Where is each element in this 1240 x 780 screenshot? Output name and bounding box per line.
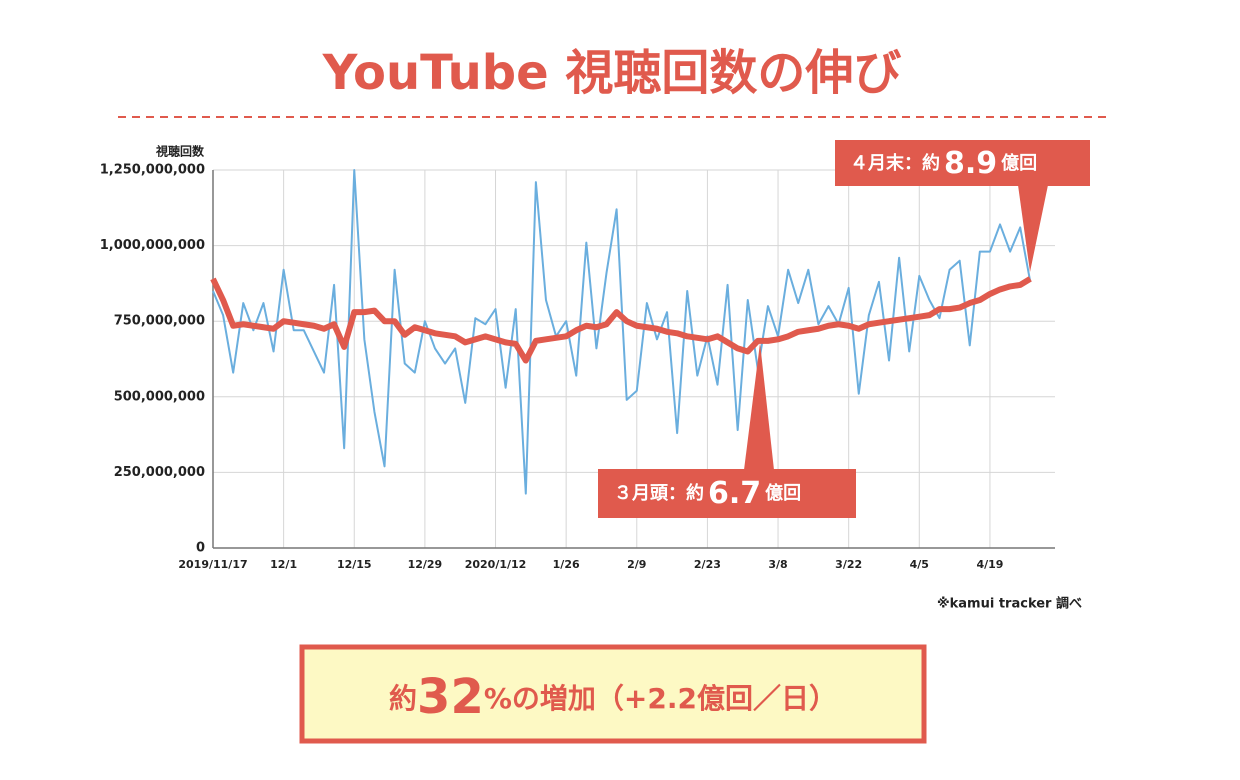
y-tick-label: 750,000,000 [114, 314, 205, 329]
callout-box [598, 469, 856, 518]
y-axis-label: 視聴回数 [155, 144, 205, 159]
x-tick-label: 4/19 [976, 558, 1003, 571]
x-tick-label: 12/29 [408, 558, 443, 571]
x-tick-label: 1/26 [553, 558, 580, 571]
x-tick-label: 3/8 [768, 558, 787, 571]
callout-pointer [744, 343, 774, 470]
x-tick-label: 12/1 [270, 558, 297, 571]
x-tick-label: 3/22 [835, 558, 862, 571]
plot: 0 250,000,000 500,000,000 750,000,000 1,000,… [100, 163, 1055, 571]
series-line [212, 169, 1032, 495]
series-line [210, 276, 1032, 364]
callout-pointer [1018, 185, 1048, 272]
y-tick-label: 0 [196, 541, 205, 556]
callout: ４月末：約 8.9 億回 [835, 140, 1090, 272]
callout: ３月頭：約 6.7 億回 [598, 343, 856, 518]
x-tick-label: 12/15 [337, 558, 372, 571]
callout-box [835, 140, 1090, 186]
summary-text: 約32%の増加（+2.2億回／日） [389, 669, 837, 725]
x-tick-label: 2019/11/17 [178, 558, 247, 571]
summary-box [299, 644, 927, 744]
x-tick-label: 2/23 [694, 558, 721, 571]
source-note: ※kamui tracker 調べ [937, 596, 1082, 612]
y-tick-label: 1,000,000,000 [100, 238, 205, 253]
y-tick-label: 250,000,000 [114, 465, 205, 480]
callout-text: ４月末：約 8.9 億回 [850, 146, 1037, 181]
chart-title: YouTube 視聴回数の伸び [322, 45, 902, 101]
x-tick-label: 2/9 [627, 558, 646, 571]
x-tick-label: 4/5 [910, 558, 929, 571]
callout-text: ３月頭：約 6.7 億回 [614, 476, 801, 511]
y-tick-label: 500,000,000 [114, 389, 205, 404]
y-tick-label: 1,250,000,000 [100, 163, 205, 178]
x-tick-label: 2020/1/12 [465, 558, 527, 571]
